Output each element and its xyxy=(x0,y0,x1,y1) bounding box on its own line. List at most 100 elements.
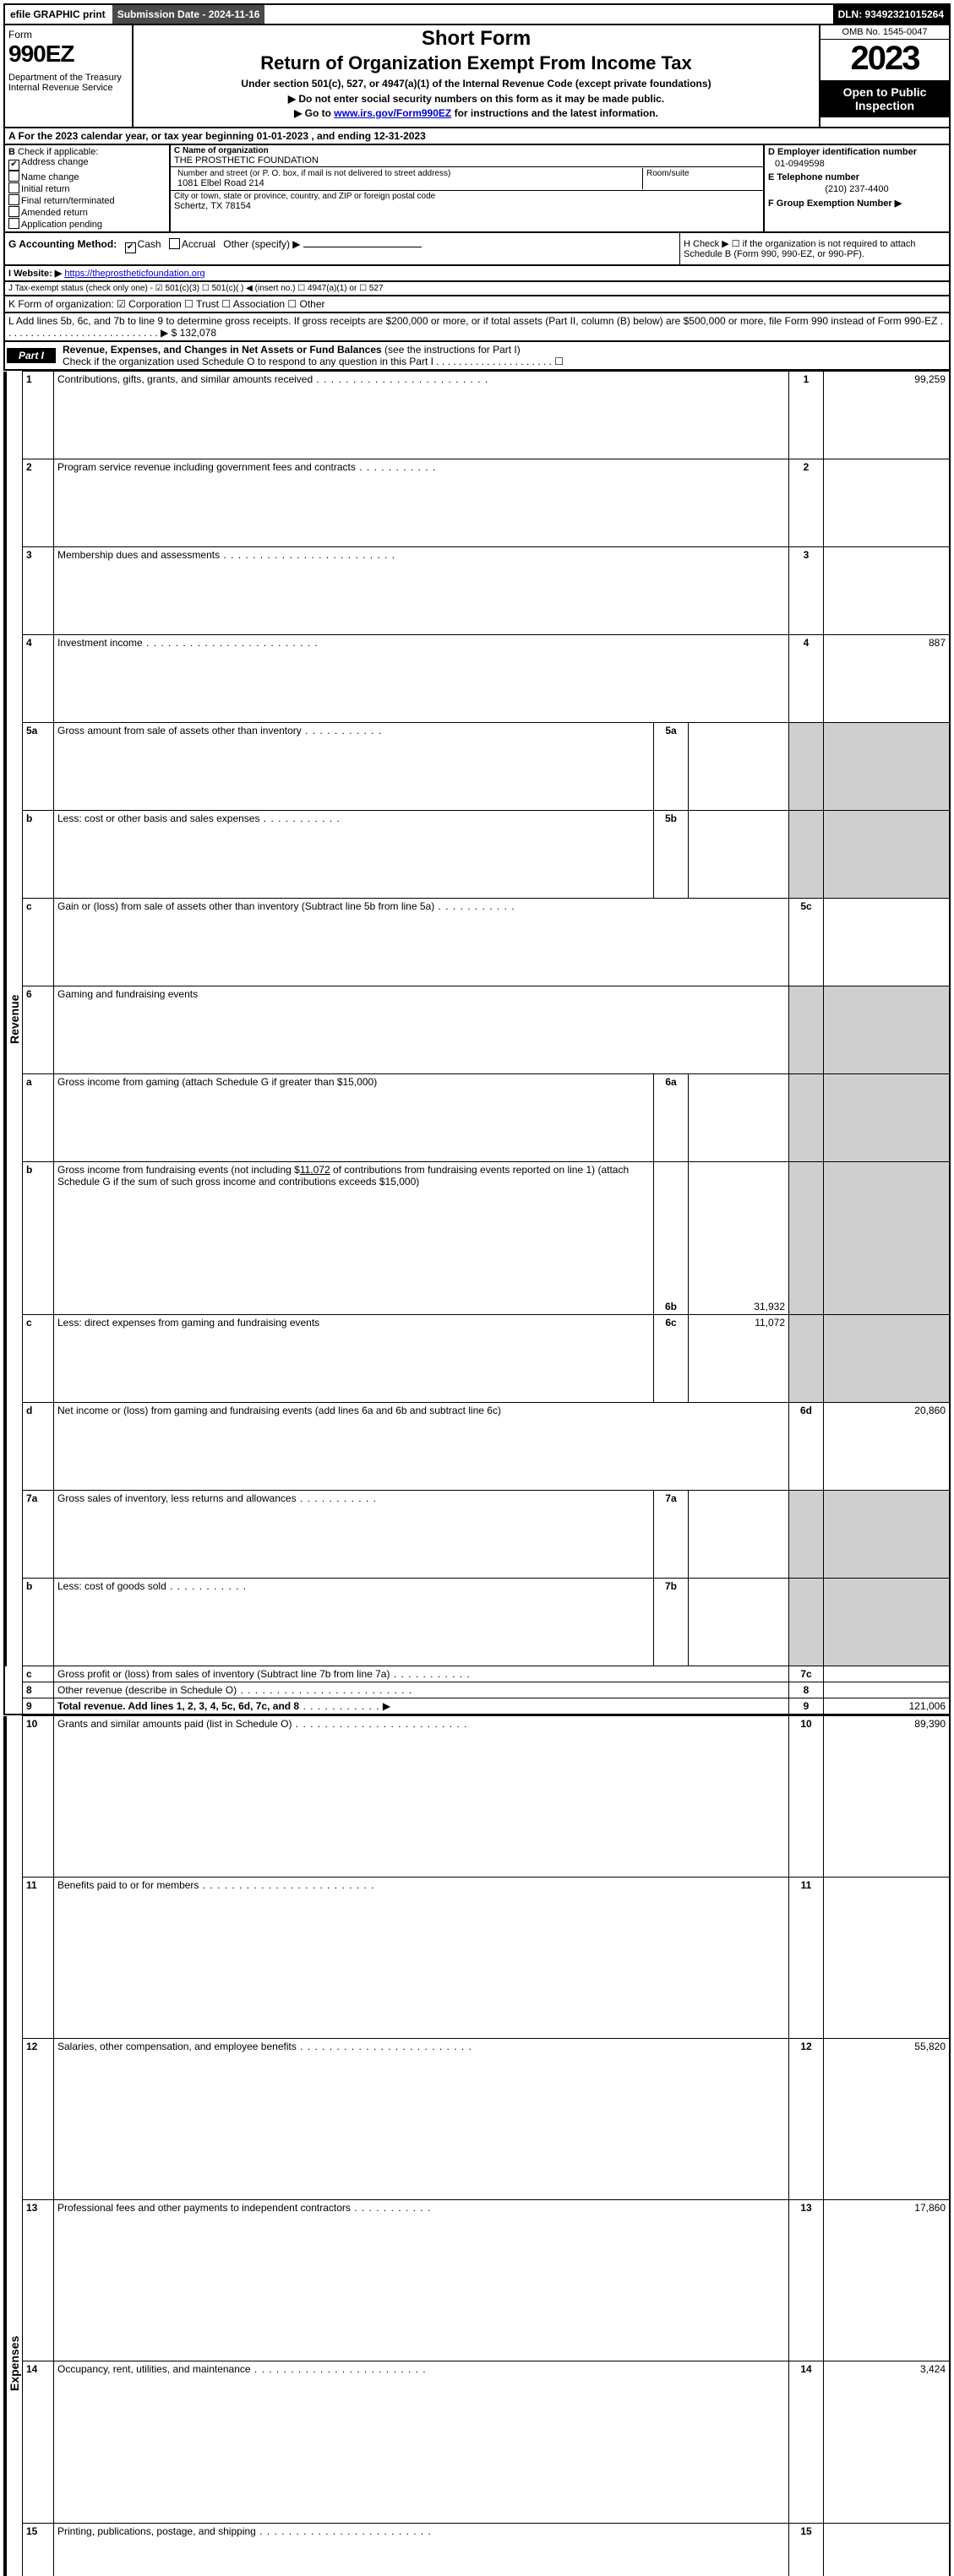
l5a-desc: Gross amount from sale of assets other t… xyxy=(57,725,302,736)
chk-name-change[interactable] xyxy=(8,171,19,182)
l7b-desc: Less: cost of goods sold xyxy=(57,1580,166,1592)
l12-val: 55,820 xyxy=(824,2039,951,2200)
l13-box: 13 xyxy=(789,2200,824,2361)
dln-label: DLN: 93492321015264 xyxy=(833,5,949,24)
website-link[interactable]: https://theprostheticfoundation.org xyxy=(64,269,204,279)
l3-num: 3 xyxy=(23,547,54,635)
l5b-shade2 xyxy=(824,811,951,899)
l6d-desc: Net income or (loss) from gaming and fun… xyxy=(57,1405,501,1416)
part-i-header: Part I Revenue, Expenses, and Changes in… xyxy=(3,342,951,371)
b-item-4: Amended return xyxy=(21,208,88,218)
l1-val: 99,259 xyxy=(824,372,951,459)
l14-desc: Occupancy, rent, utilities, and maintena… xyxy=(57,2363,251,2375)
chk-accrual[interactable] xyxy=(169,238,180,249)
header-left: Form 990EZ Department of the Treasury In… xyxy=(5,25,134,127)
l6a-shade xyxy=(789,1074,824,1162)
l12-desc: Salaries, other compensation, and employ… xyxy=(57,2041,297,2052)
part-i-title: Revenue, Expenses, and Changes in Net As… xyxy=(57,342,949,369)
instruction-2: ▶ Go to www.irs.gov/Form990EZ for instru… xyxy=(140,107,812,119)
l6b-d1: Gross income from fundraising events (no… xyxy=(57,1164,300,1176)
header-right: OMB No. 1545-0047 2023 Open to Public In… xyxy=(819,25,949,127)
l6b-num: b xyxy=(23,1162,54,1315)
ein-value: 01-0949598 xyxy=(768,157,946,172)
l5a-in: 5a xyxy=(654,723,689,811)
l7b-iv xyxy=(689,1578,789,1666)
b-item-2: Initial return xyxy=(21,184,69,194)
l10-box: 10 xyxy=(789,1716,824,1878)
l6c-shade2 xyxy=(824,1314,951,1402)
c-name-label: C Name of organization xyxy=(174,146,760,155)
h-schedule-b: H Check ▶ ☐ if the organization is not r… xyxy=(679,233,949,264)
l6c-num: c xyxy=(23,1314,54,1402)
l-value: 132,078 xyxy=(180,327,216,339)
main-title: Return of Organization Exempt From Incom… xyxy=(140,52,812,74)
chk-application-pending[interactable] xyxy=(8,218,19,229)
form-header: Form 990EZ Department of the Treasury In… xyxy=(3,25,951,128)
l8-box: 8 xyxy=(789,1682,824,1698)
org-name: THE PROSTHETIC FOUNDATION xyxy=(174,155,760,166)
chk-address-change[interactable] xyxy=(8,160,19,171)
l6-shade xyxy=(789,986,824,1074)
l6d-box: 6d xyxy=(789,1402,824,1490)
l7a-num: 7a xyxy=(23,1490,54,1578)
l5a-shade2 xyxy=(824,723,951,811)
l9-num: 9 xyxy=(23,1698,54,1715)
room-label: Room/suite xyxy=(646,169,756,178)
form-word: Form xyxy=(8,29,128,41)
l5c-num: c xyxy=(23,899,54,986)
l3-desc: Membership dues and assessments xyxy=(57,549,220,561)
l-text: L Add lines 5b, 6c, and 7b to line 9 to … xyxy=(8,315,943,339)
l4-desc: Investment income xyxy=(57,637,143,649)
l8-num: 8 xyxy=(23,1682,54,1698)
l9-val: 121,006 xyxy=(824,1698,951,1715)
l6-shade2 xyxy=(824,986,951,1074)
chk-final-return[interactable] xyxy=(8,194,19,205)
open-public-box: Open to Public Inspection xyxy=(820,80,949,117)
row-l: L Add lines 5b, 6c, and 7b to line 9 to … xyxy=(3,313,951,342)
l6a-desc: Gross income from gaming (attach Schedul… xyxy=(57,1076,377,1088)
l6-num: 6 xyxy=(23,986,54,1074)
l4-box: 4 xyxy=(789,635,824,723)
l5a-iv xyxy=(689,723,789,811)
omb-number: OMB No. 1545-0047 xyxy=(820,25,949,40)
g-cash: Cash xyxy=(138,238,161,250)
g-label: G Accounting Method: xyxy=(8,238,117,250)
chk-cash[interactable] xyxy=(125,242,136,253)
revenue-side-label: Revenue xyxy=(5,372,22,1666)
g-accrual: Accrual xyxy=(182,238,215,250)
short-form-title: Short Form xyxy=(140,27,812,51)
irs-link[interactable]: www.irs.gov/Form990EZ xyxy=(334,107,451,119)
expenses-side-label: Expenses xyxy=(5,1716,22,2576)
l5b-num: b xyxy=(23,811,54,899)
l15-desc: Printing, publications, postage, and shi… xyxy=(57,2525,256,2537)
chk-amended-return[interactable] xyxy=(8,206,19,217)
l7c-val xyxy=(824,1666,951,1682)
b-check-label: Check if applicable: xyxy=(18,147,98,157)
l6b-shade2 xyxy=(824,1162,951,1315)
l3-val xyxy=(824,547,951,635)
l7b-shade xyxy=(789,1578,824,1666)
l6b-iv: 31,932 xyxy=(689,1162,789,1315)
l13-desc: Professional fees and other payments to … xyxy=(57,2202,351,2214)
l1-num: 1 xyxy=(23,372,54,459)
g-accounting: G Accounting Method: Cash Accrual Other … xyxy=(5,233,679,264)
l5c-desc: Gain or (loss) from sale of assets other… xyxy=(57,900,434,912)
expenses-table: Expenses 10 Grants and similar amounts p… xyxy=(3,1715,951,2576)
l15-box: 15 xyxy=(789,2523,824,2576)
efile-label[interactable]: efile GRAPHIC print xyxy=(5,5,112,24)
l6d-val: 20,860 xyxy=(824,1402,951,1490)
chk-initial-return[interactable] xyxy=(8,182,19,193)
d-ein-label: D Employer identification number xyxy=(768,147,946,157)
tel-value: (210) 237-4400 xyxy=(768,182,946,198)
org-address: 1081 Elbel Road 214 xyxy=(177,178,639,188)
l2-box: 2 xyxy=(789,459,824,547)
l9-desc: Total revenue. Add lines 1, 2, 3, 4, 5c,… xyxy=(57,1700,299,1712)
row-gh: G Accounting Method: Cash Accrual Other … xyxy=(3,233,951,266)
l6d-num: d xyxy=(23,1402,54,1490)
g-other: Other (specify) ▶ xyxy=(223,238,300,250)
l10-desc: Grants and similar amounts paid (list in… xyxy=(57,1718,292,1730)
part-i-title-text: Revenue, Expenses, and Changes in Net As… xyxy=(63,344,382,356)
l14-val: 3,424 xyxy=(824,2361,951,2523)
f-group-label: F Group Exemption Number ▶ xyxy=(768,198,946,209)
l5c-box: 5c xyxy=(789,899,824,986)
